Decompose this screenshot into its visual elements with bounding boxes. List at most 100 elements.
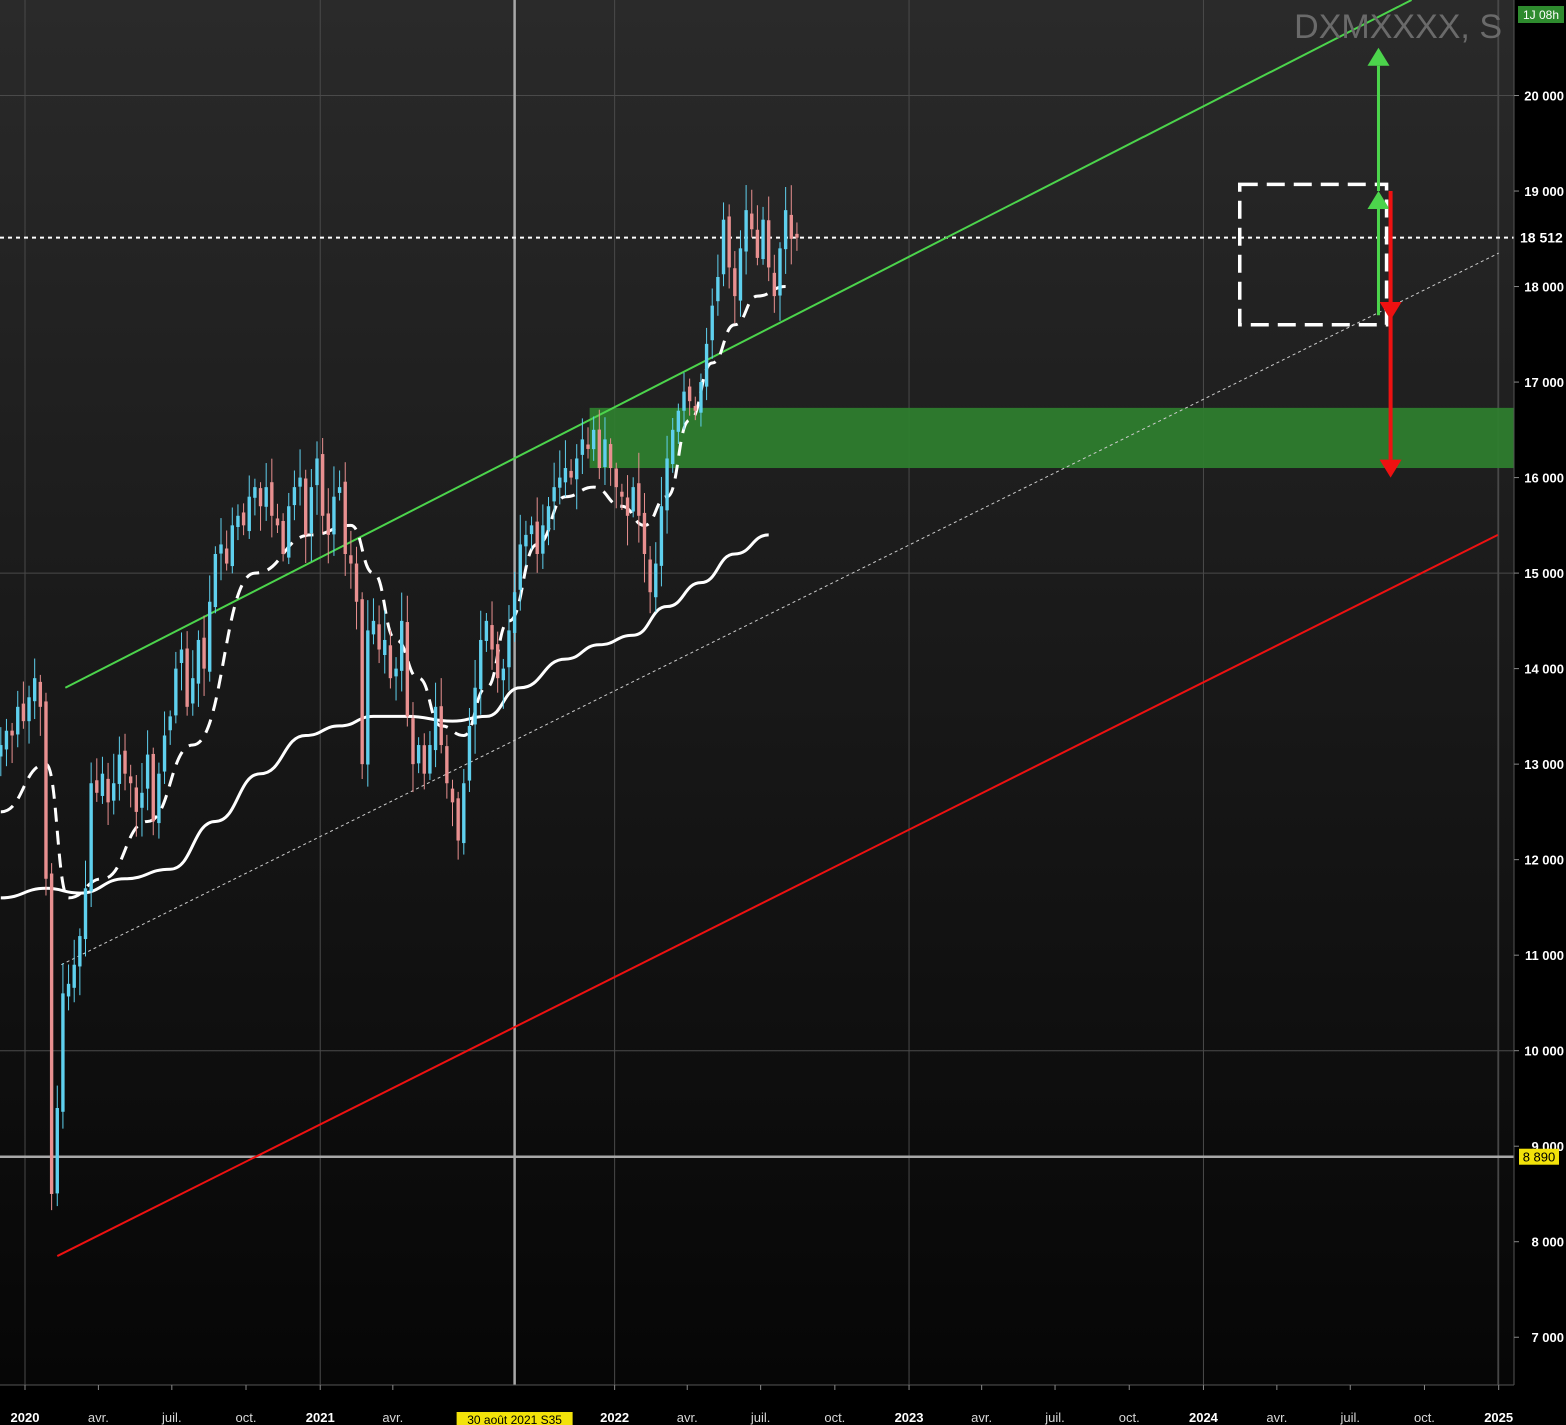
candle-body — [535, 521, 539, 554]
candle-body — [399, 620, 404, 671]
zones-layer — [589, 407, 1514, 469]
trendline — [56, 534, 1499, 1257]
candle-body — [354, 563, 359, 602]
candle-body — [676, 410, 681, 432]
candle-body — [439, 706, 443, 746]
candle-body — [304, 478, 308, 535]
candle-body — [671, 429, 675, 465]
candle-body — [202, 637, 206, 669]
arrow-head — [1367, 191, 1390, 210]
candle-body — [484, 620, 489, 641]
candle-body — [541, 525, 545, 554]
candle-body — [569, 470, 573, 478]
y-tick-label: 11 000 — [1525, 948, 1564, 963]
candle-body — [783, 210, 788, 250]
x-tick-label: 2020 — [11, 1410, 40, 1425]
candle-body — [230, 525, 234, 567]
candle-body — [659, 506, 664, 566]
candle-body — [179, 649, 184, 663]
candle-body — [208, 601, 212, 672]
candle-body — [495, 644, 500, 679]
candle-body — [371, 620, 376, 635]
cursor-date-label-bg — [456, 1412, 573, 1425]
candle-body — [687, 386, 692, 402]
candle-body — [55, 1108, 59, 1194]
candle-body — [168, 716, 172, 731]
candle-body — [575, 458, 579, 480]
cursor-date-label: 30 août 2021 S35 — [467, 1413, 562, 1425]
candle-body — [620, 491, 624, 497]
candle-body — [529, 525, 534, 535]
candle-body — [631, 487, 635, 512]
candle-body — [66, 983, 71, 997]
chart-title: DXMXXXX, S — [1294, 8, 1502, 46]
candle-body — [326, 513, 330, 535]
candle-body — [0, 745, 3, 757]
candle-body — [405, 622, 410, 717]
candle-body — [157, 773, 161, 824]
candle-body — [778, 248, 782, 296]
y-tick-label: 20 000 — [1524, 89, 1564, 104]
candle-body — [366, 630, 370, 765]
candle-body — [38, 681, 43, 707]
candle-body — [383, 639, 387, 656]
y-tick-label: 17 000 — [1524, 375, 1564, 390]
y-tick-label: 19 000 — [1524, 184, 1564, 199]
candle-body — [795, 233, 799, 238]
candle-body — [591, 429, 596, 450]
last-price-label: 18 512 — [1520, 230, 1563, 246]
candle-body — [479, 639, 483, 690]
candle-body — [716, 277, 720, 302]
candle-body — [563, 468, 568, 483]
candle-body — [44, 701, 48, 879]
candle-body — [473, 687, 477, 725]
overlays-layer — [1238, 47, 1402, 478]
candle-body — [275, 518, 280, 526]
x-tick-label: avr. — [677, 1410, 698, 1425]
candle-body — [196, 639, 201, 684]
candle-body — [72, 964, 76, 988]
candle-body — [134, 787, 139, 812]
candle-body — [433, 706, 438, 751]
candle-body — [750, 213, 754, 230]
candle-body — [411, 718, 415, 765]
trendline — [64, 0, 1413, 689]
candle-body — [264, 487, 268, 507]
y-tick-label: 8 000 — [1531, 1235, 1564, 1250]
candle-body — [10, 730, 14, 736]
y-tick-label: 13 000 — [1524, 757, 1564, 772]
candle-body — [343, 481, 347, 554]
candle-body — [309, 487, 314, 534]
y-tick-label: 7 000 — [1531, 1330, 1564, 1345]
candle-body — [191, 678, 195, 704]
candle-body — [507, 630, 511, 668]
candle-body — [112, 783, 116, 801]
last-price-label-bg — [1516, 228, 1566, 247]
candle-body — [315, 458, 319, 486]
candle-body — [100, 773, 105, 796]
candle-body — [117, 754, 122, 784]
candle-body — [789, 214, 793, 239]
x-tick-label: oct. — [824, 1410, 845, 1425]
x-tick-label: oct. — [1119, 1410, 1140, 1425]
candle-body — [360, 599, 364, 765]
candle-body — [614, 468, 618, 488]
y-axis-background — [1514, 0, 1566, 1425]
x-tick-label: 2024 — [1189, 1410, 1219, 1425]
candle-body — [733, 268, 737, 297]
candle-body — [704, 343, 709, 387]
candle-body — [83, 888, 88, 940]
candle-body — [738, 248, 743, 301]
candle-body — [258, 488, 263, 507]
candle-body — [287, 506, 291, 558]
arrow-head — [1379, 459, 1402, 478]
arrow-head — [1379, 301, 1402, 320]
candle-body — [106, 778, 110, 803]
consolidation-box — [1238, 182, 1389, 327]
candle-body — [145, 754, 150, 789]
candle-body — [332, 496, 336, 535]
candle-body — [253, 487, 257, 498]
x-tick-label: avr. — [1266, 1410, 1287, 1425]
candle-body — [648, 559, 652, 593]
